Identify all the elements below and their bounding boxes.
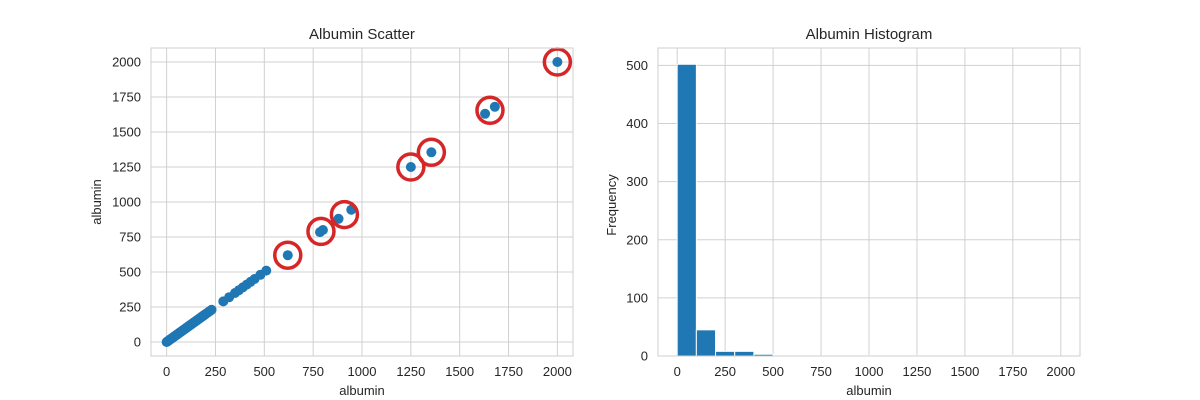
scatter-point	[552, 57, 563, 67]
histogram-y-ticks: 0 100 200 300 400 500	[626, 58, 648, 364]
scatter-y-tick-label: 1750	[112, 90, 141, 105]
scatter-x-tick-label: 1500	[445, 364, 474, 379]
histogram-x-tick-label: 250	[714, 364, 736, 379]
scatter-y-tick-label: 250	[119, 300, 141, 315]
scatter-x-tick-label: 2000	[543, 364, 572, 379]
histogram-y-tick-label: 300	[626, 174, 648, 189]
scatter-point	[426, 147, 437, 158]
histogram-x-tick-label: 0	[674, 364, 681, 379]
scatter-point	[261, 265, 272, 276]
scatter-x-tick-label: 250	[205, 364, 227, 379]
histogram-y-tick-label: 200	[626, 232, 648, 247]
histogram-frame	[657, 47, 1081, 357]
scatter-point	[333, 213, 344, 224]
highlight-circle	[273, 240, 303, 270]
scatter-y-tick-label: 500	[119, 265, 141, 280]
histogram-x-tick-label: 1250	[902, 364, 931, 379]
scatter-y-tick-label: 2000	[112, 55, 141, 70]
histogram-x-tick-label: 1000	[855, 364, 884, 379]
scatter-x-tick-label: 1000	[348, 364, 377, 379]
histogram-title: Albumin Histogram	[806, 26, 933, 43]
highlight-circle	[396, 152, 426, 182]
scatter-y-axis-label: albumin	[89, 179, 104, 225]
highlight-circle	[329, 199, 360, 230]
scatter-x-tick-label: 750	[302, 364, 324, 379]
scatter-x-tick-label: 1750	[494, 364, 523, 379]
histogram-x-tick-label: 500	[762, 364, 784, 379]
scatter-grid	[151, 48, 573, 356]
histogram-x-tick-label: 1500	[950, 364, 979, 379]
scatter-x-ticks: 0 250 500 750 1000 1250 1500 1750 2000	[163, 364, 572, 379]
histogram-bar	[676, 63, 697, 357]
histogram-x-axis-label: albumin	[846, 383, 892, 398]
scatter-x-tick-label: 500	[253, 364, 275, 379]
scatter-point	[489, 101, 500, 112]
scatter-point	[206, 304, 217, 315]
histogram-bar	[695, 329, 717, 357]
scatter-title: Albumin Scatter	[309, 26, 415, 43]
histogram-bar	[715, 350, 736, 357]
histogram-y-tick-label: 0	[641, 349, 648, 364]
scatter-point	[405, 162, 416, 172]
histogram-panel: Albumin Histogram 0 250 500 750 1000 1250 1500…	[604, 26, 1081, 398]
scatter-x-tick-label: 0	[163, 364, 170, 379]
scatter-frame	[150, 47, 574, 357]
histogram-y-tick-label: 100	[626, 290, 648, 305]
scatter-panel: Albumin Scatter 0 250 500 750 1000 1250 1500 17…	[89, 26, 574, 398]
histogram-bar	[734, 350, 755, 357]
histogram-bars	[676, 63, 1023, 357]
highlight-circle	[416, 137, 447, 168]
scatter-y-tick-label: 1250	[112, 160, 141, 175]
scatter-y-tick-label: 0	[134, 335, 141, 350]
scatter-y-tick-label: 1500	[112, 125, 141, 140]
histogram-x-tick-label: 750	[810, 364, 832, 379]
histogram-grid	[658, 48, 1080, 357]
scatter-point	[282, 250, 293, 261]
histogram-x-tick-label: 1750	[998, 364, 1027, 379]
scatter-x-tick-label: 1250	[396, 364, 425, 379]
histogram-y-tick-label: 500	[626, 58, 648, 73]
scatter-point	[317, 225, 328, 235]
highlight-circle	[306, 216, 336, 247]
scatter-x-axis-label: albumin	[339, 383, 385, 398]
histogram-x-tick-label: 2000	[1046, 364, 1075, 379]
scatter-points	[161, 57, 563, 347]
scatter-point	[480, 108, 491, 119]
histogram-x-ticks: 0 250 500 750 1000 1250 1500 1750 2000	[674, 364, 1076, 379]
histogram-y-axis-label: Frequency	[604, 174, 619, 236]
highlight-circle	[542, 47, 573, 77]
scatter-highlights	[273, 47, 573, 270]
scatter-y-ticks: 0 250 500 750 1000 1250 1500 1750 2000	[112, 55, 141, 350]
scatter-y-tick-label: 1000	[112, 195, 141, 210]
scatter-y-tick-label: 750	[119, 230, 141, 245]
histogram-y-tick-label: 400	[626, 116, 648, 131]
highlight-circle	[475, 95, 505, 126]
